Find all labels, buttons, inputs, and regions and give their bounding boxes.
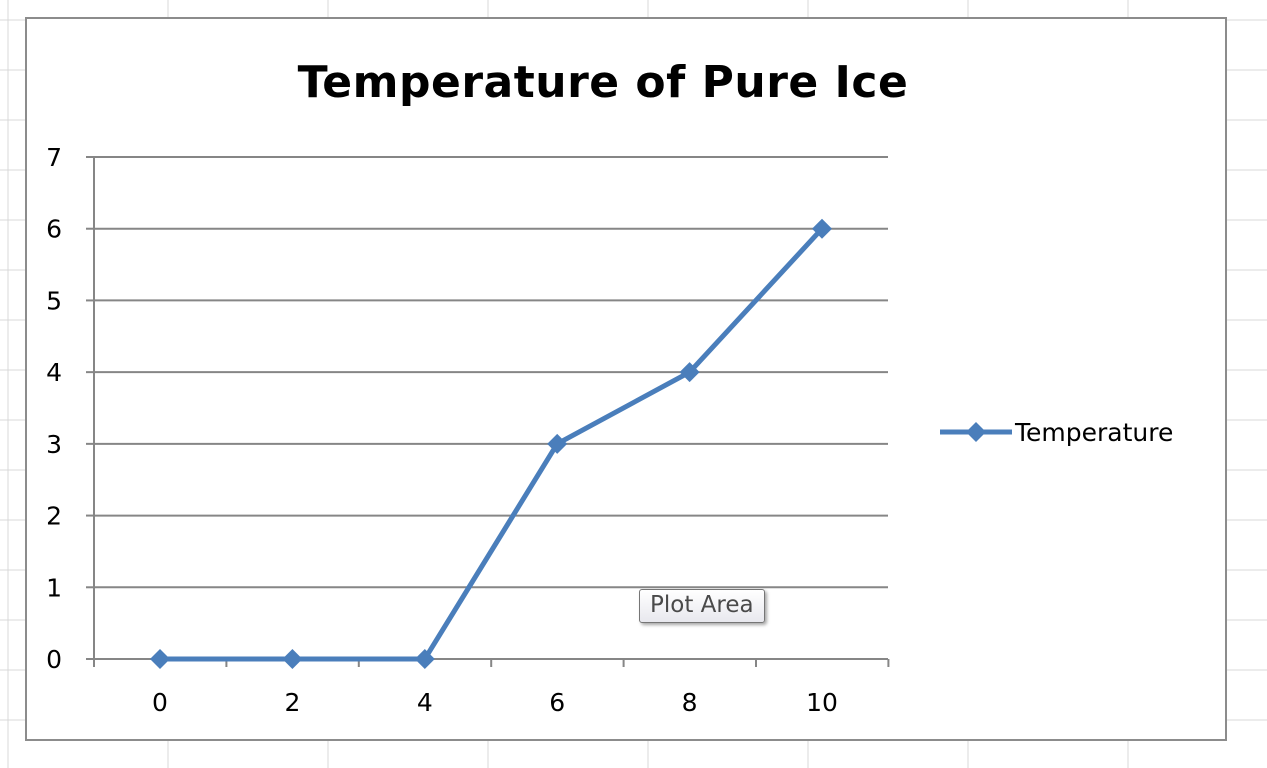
y-tick-label: 4 [46, 358, 62, 387]
data-point-marker [414, 649, 435, 669]
x-tick-label: 10 [806, 688, 838, 717]
y-tick-label: 2 [46, 502, 62, 531]
y-tick-label: 1 [46, 573, 62, 602]
series-line-temperature [160, 227, 824, 662]
x-tick-label: 0 [152, 688, 168, 717]
legend-marker-icon [966, 422, 986, 442]
y-tick-label: 3 [46, 430, 62, 459]
y-tick-label: 0 [46, 645, 62, 674]
data-point-marker [282, 649, 303, 669]
data-point-marker [679, 362, 700, 383]
data-point-marker [150, 649, 170, 669]
data-point-marker [547, 433, 568, 454]
y-tick-label: 6 [46, 215, 62, 244]
chart-area[interactable]: Temperature of Pure Ice [25, 17, 1227, 741]
y-tick-label: 7 [46, 143, 62, 172]
chart-title[interactable]: Temperature of Pure Ice [297, 57, 909, 108]
data-point-marker [812, 218, 832, 239]
x-tick-label: 6 [549, 688, 565, 717]
legend-label: Temperature [1014, 418, 1173, 447]
y-tick-label: 5 [46, 286, 62, 315]
x-tick-label: 4 [417, 688, 433, 717]
x-tick-label: 8 [682, 688, 698, 717]
plot-area-tooltip: Plot Area [639, 589, 765, 623]
x-tick-label: 2 [284, 688, 300, 717]
